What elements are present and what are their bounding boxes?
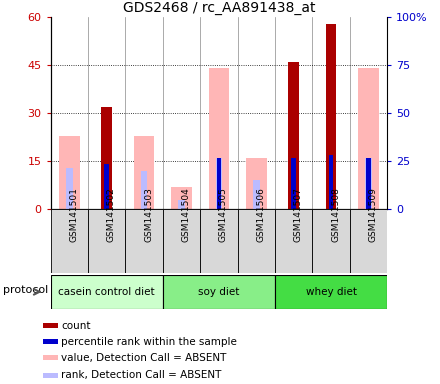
Text: GSM141505: GSM141505 <box>219 187 228 242</box>
Text: GSM141507: GSM141507 <box>294 187 303 242</box>
Bar <box>43 339 59 344</box>
Bar <box>134 136 154 209</box>
Bar <box>171 187 192 209</box>
Bar <box>43 355 59 360</box>
Bar <box>51 275 163 309</box>
Bar <box>200 209 238 273</box>
Bar <box>329 155 334 209</box>
Text: whey diet: whey diet <box>306 287 356 297</box>
Text: rank, Detection Call = ABSENT: rank, Detection Call = ABSENT <box>61 370 221 380</box>
Bar <box>291 158 296 209</box>
Bar <box>104 164 109 209</box>
Bar <box>246 158 267 209</box>
Bar <box>358 68 379 209</box>
Bar <box>178 200 185 209</box>
Text: soy diet: soy diet <box>198 287 240 297</box>
Bar <box>366 158 371 209</box>
Text: GSM141506: GSM141506 <box>256 187 265 242</box>
Bar <box>51 209 88 273</box>
Bar <box>216 158 221 209</box>
Text: casein control diet: casein control diet <box>59 287 155 297</box>
Bar <box>350 209 387 273</box>
Bar <box>312 209 350 273</box>
Bar <box>43 373 59 378</box>
Bar <box>365 158 372 209</box>
Text: GSM141504: GSM141504 <box>181 187 191 242</box>
Text: value, Detection Call = ABSENT: value, Detection Call = ABSENT <box>61 353 227 363</box>
Bar <box>141 171 147 209</box>
Text: GSM141503: GSM141503 <box>144 187 153 242</box>
Bar <box>326 24 336 209</box>
Bar <box>209 68 229 209</box>
Bar <box>275 275 387 309</box>
Bar <box>59 136 80 209</box>
Bar <box>289 62 299 209</box>
Bar <box>163 209 200 273</box>
Bar <box>216 158 222 209</box>
Bar <box>253 180 260 209</box>
Bar <box>238 209 275 273</box>
Bar <box>43 323 59 328</box>
Bar <box>125 209 163 273</box>
Text: GSM141502: GSM141502 <box>106 187 116 242</box>
Bar <box>102 107 112 209</box>
Text: count: count <box>61 321 91 331</box>
Title: GDS2468 / rc_AA891438_at: GDS2468 / rc_AA891438_at <box>123 1 315 15</box>
Text: protocol: protocol <box>3 285 48 295</box>
Text: GSM141501: GSM141501 <box>70 187 78 242</box>
Bar <box>275 209 312 273</box>
Text: GSM141508: GSM141508 <box>331 187 340 242</box>
Bar <box>66 168 73 209</box>
Bar <box>163 275 275 309</box>
Text: GSM141509: GSM141509 <box>368 187 378 242</box>
Text: percentile rank within the sample: percentile rank within the sample <box>61 337 237 347</box>
Bar <box>88 209 125 273</box>
